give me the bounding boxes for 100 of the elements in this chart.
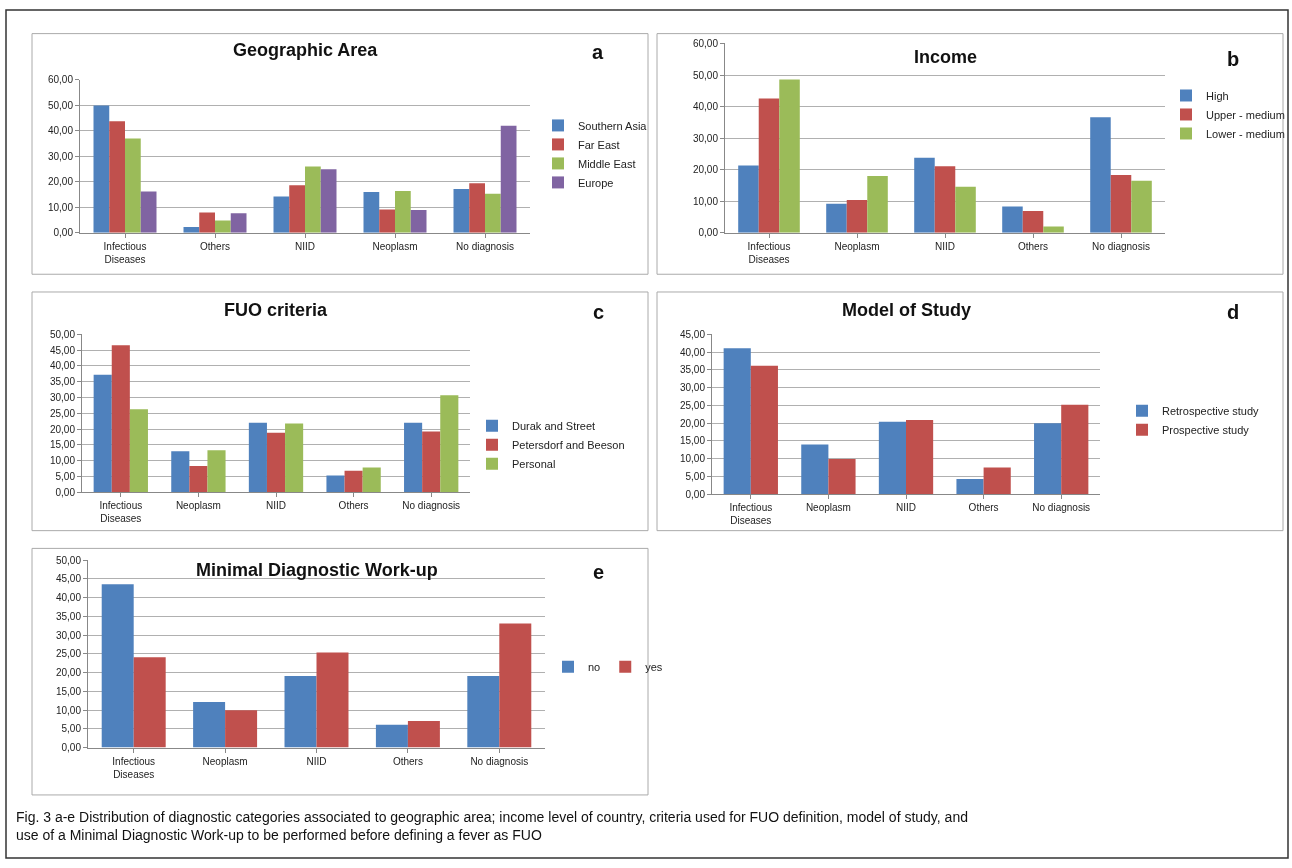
y-tick-label: 0,00 [55, 486, 76, 498]
bar [956, 478, 984, 495]
x-tick-label: NIID [896, 502, 916, 514]
x-tick-label: Others [1017, 240, 1049, 252]
bar [171, 451, 190, 493]
bar [289, 185, 305, 233]
y-tick-label: 25,00 [55, 648, 82, 660]
x-tick-label: Infectious Diseases [99, 500, 143, 525]
y-tick-label: 30,00 [49, 392, 76, 404]
x-tick-label: Infectious Diseases [747, 240, 791, 265]
x-tick-label: No diagnosis [470, 755, 529, 767]
y-tick-label: 45,00 [55, 573, 82, 585]
x-tick-label: Neoplasm [175, 500, 221, 512]
x-tick-label: No diagnosis [1032, 502, 1091, 514]
caption: Fig. 3 a-e Distribution of diagnostic categories associated to geographic area; income level of country, criteria used for FUO definition, model of study, and use of a Minimal Diagnostic Work-up to be performed before defining a fever as FUO [16, 809, 968, 844]
bar [983, 467, 1011, 495]
x-tick-label: Others [968, 502, 999, 514]
legend-label: Europe [578, 176, 614, 189]
y-tick-label: 50,00 [55, 554, 82, 566]
bar [1110, 175, 1132, 233]
y-tick-label: 20,00 [55, 667, 82, 679]
x-tick-label: Infectious Diseases [729, 502, 773, 527]
y-tick-label: 10,00 [692, 195, 719, 207]
legend-label: Prospective study [1162, 423, 1250, 436]
text: c [593, 301, 605, 323]
legend-label: Personal [512, 458, 556, 471]
bar [215, 220, 231, 233]
bar [453, 189, 470, 233]
y-tick-label: 45,00 [679, 328, 706, 340]
legend-label: Upper - medium [1206, 108, 1285, 121]
y-tick-label: 60,00 [692, 37, 719, 49]
chart-title: Geographic Area [233, 40, 379, 60]
y-tick-label: 0,00 [61, 742, 82, 754]
bar [906, 419, 934, 495]
y-tick-label: 20,00 [679, 417, 706, 429]
bar [1002, 206, 1023, 233]
bar [485, 193, 501, 233]
bar [375, 724, 408, 748]
bar [410, 209, 427, 233]
bar [93, 374, 112, 493]
y-tick-label: 45,00 [49, 344, 76, 356]
y-tick-label: 10,00 [47, 201, 74, 213]
bar [109, 121, 125, 233]
legend-label: yes [645, 661, 663, 674]
bar [344, 470, 363, 493]
x-tick-label: Others [392, 755, 423, 767]
bar [379, 209, 395, 233]
bar [316, 652, 349, 748]
bar [129, 409, 148, 493]
bar [305, 166, 321, 233]
bar [266, 432, 286, 493]
y-tick-label: 50,00 [692, 69, 719, 81]
x-tick-label: NIID [935, 240, 955, 252]
bar [111, 345, 130, 493]
y-tick-label: 40,00 [49, 360, 76, 372]
legend-label: Southern Asia [578, 119, 648, 132]
bar [133, 657, 166, 748]
bar [499, 623, 532, 748]
y-tick-label: 40,00 [55, 592, 82, 604]
bar [846, 200, 868, 233]
legend-label: Far East [578, 138, 620, 151]
x-tick-label: Others [199, 240, 231, 252]
y-tick-label: 15,00 [679, 435, 706, 447]
bar [407, 721, 440, 748]
y-tick-label: 10,00 [679, 453, 706, 465]
y-tick-label: 30,00 [692, 132, 719, 144]
y-tick-label: 30,00 [47, 150, 74, 162]
y-tick-label: 20,00 [47, 176, 74, 188]
bar [801, 444, 829, 495]
y-tick-label: 0,00 [685, 488, 706, 500]
bar [828, 459, 856, 495]
legend-label: Durak and Street [512, 420, 596, 433]
y-tick-label: 20,00 [692, 164, 719, 176]
y-tick-label: 0,00 [53, 227, 74, 239]
bar [440, 395, 459, 493]
bar [230, 213, 247, 233]
x-tick-label: NIID [306, 755, 327, 767]
bar [934, 166, 956, 233]
bar [225, 710, 258, 748]
legend-label: Retrospective study [1162, 404, 1260, 417]
x-tick-label: Neoplasm [202, 755, 248, 767]
chart-title: Model of Study [842, 300, 971, 320]
x-tick-label: No diagnosis [1092, 240, 1150, 252]
y-tick-label: 50,00 [47, 99, 74, 111]
bar [320, 169, 337, 233]
x-tick-label: Neoplasm [372, 240, 418, 252]
bar [189, 466, 208, 493]
bar [738, 165, 759, 233]
bar [101, 584, 134, 748]
chart-title: Income [914, 47, 978, 67]
x-tick-label: NIID [266, 500, 286, 512]
y-tick-label: 5,00 [685, 470, 706, 482]
legend-label: Petersdorf and Beeson [512, 439, 625, 452]
bar [193, 701, 226, 748]
bar [1034, 423, 1062, 495]
x-tick-label: No diagnosis [456, 240, 514, 252]
bar [284, 676, 317, 748]
text: b [1227, 48, 1240, 70]
y-tick-label: 35,00 [55, 610, 82, 622]
bar [826, 203, 847, 233]
